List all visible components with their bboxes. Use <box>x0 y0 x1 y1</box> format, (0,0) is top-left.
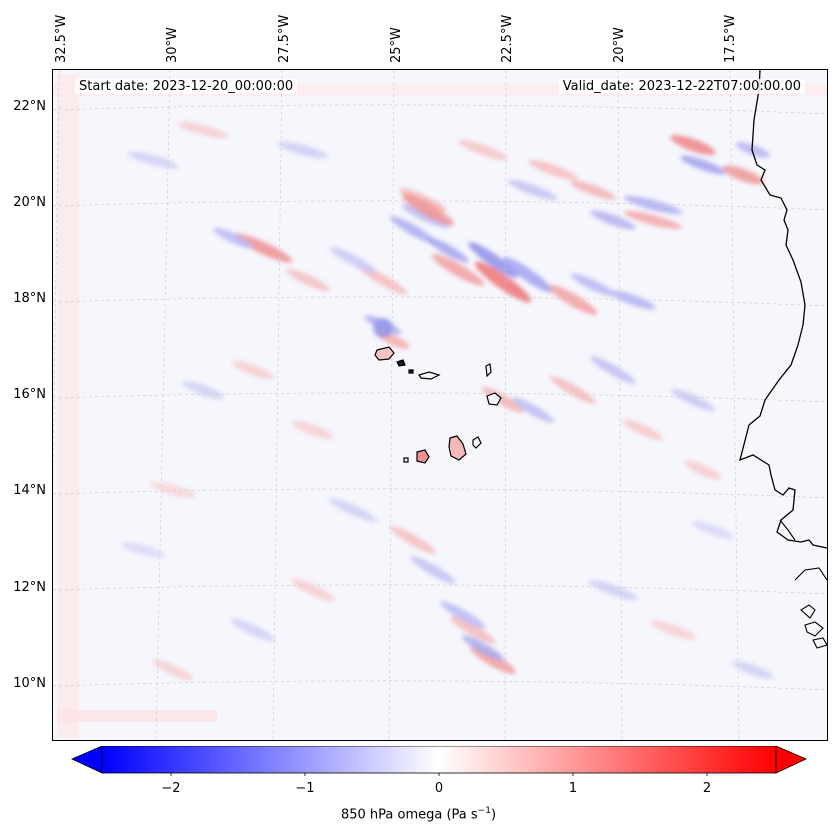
boundary-band-south <box>57 710 217 722</box>
colorbar-bar <box>101 746 777 774</box>
colorbar-tick-2: 2 <box>702 781 712 796</box>
island-santiago <box>448 435 467 461</box>
island-sao-nicolau <box>418 371 441 380</box>
lon-label-20w: 20°W <box>612 27 627 63</box>
colorbar-extend-right <box>775 746 807 774</box>
guinea-bissau-islands <box>800 604 827 649</box>
cape-verde-islands <box>374 346 502 464</box>
lon-label-25w: 25°W <box>389 27 404 63</box>
omega-field <box>53 70 827 740</box>
boundary-band-west <box>57 74 79 738</box>
colorbar <box>71 746 807 776</box>
omega-map: Start date: 2023-12-20_00:00:00 Valid_da… <box>52 69 828 741</box>
lat-label-20n: 20°N <box>13 195 46 210</box>
colorbar-tick-1: 1 <box>568 781 578 796</box>
valid-date-label: Valid_date: 2023-12-22T07:00:00.00 <box>558 79 805 94</box>
island-santo-antao <box>374 346 395 361</box>
lat-label-22n: 22°N <box>13 99 46 114</box>
colorbar-tick-0: 0 <box>434 781 444 796</box>
africa-coastline <box>739 70 827 549</box>
island-maio <box>472 436 482 449</box>
island-fogo <box>416 449 430 464</box>
colorbar-tick-neg1: −1 <box>295 781 315 796</box>
colorbar-label-exponent: −1 <box>477 806 491 816</box>
island-santa-luzia <box>408 369 414 374</box>
lon-label-32-5w: 32.5°W <box>54 14 69 63</box>
colorbar-label-text: 850 hPa omega (Pa s <box>340 807 478 823</box>
coast-south <box>779 519 827 581</box>
colorbar-label-end: ) <box>490 807 497 823</box>
lon-label-27-5w: 27.5°W <box>277 14 292 63</box>
island-sao-vicente <box>396 359 406 367</box>
lat-label-16n: 16°N <box>13 387 46 402</box>
island-boa-vista <box>486 392 502 406</box>
colorbar-ticks <box>170 773 708 776</box>
lat-label-18n: 18°N <box>13 291 46 306</box>
lat-label-12n: 12°N <box>13 580 46 595</box>
lon-label-22-5w: 22.5°W <box>500 14 515 63</box>
island-sal <box>485 363 492 378</box>
colorbar-extend-left <box>71 746 103 774</box>
lat-label-10n: 10°N <box>13 676 46 691</box>
start-date-label: Start date: 2023-12-20_00:00:00 <box>75 79 298 94</box>
lat-label-14n: 14°N <box>13 483 46 498</box>
graticule <box>53 70 827 740</box>
colorbar-label: 850 hPa omega (Pa s−1) <box>0 806 837 822</box>
lon-label-30w: 30°W <box>165 27 180 63</box>
island-brava <box>403 457 409 463</box>
colorbar-tick-neg2: −2 <box>161 781 181 796</box>
lon-label-17-5w: 17.5°W <box>723 14 738 63</box>
